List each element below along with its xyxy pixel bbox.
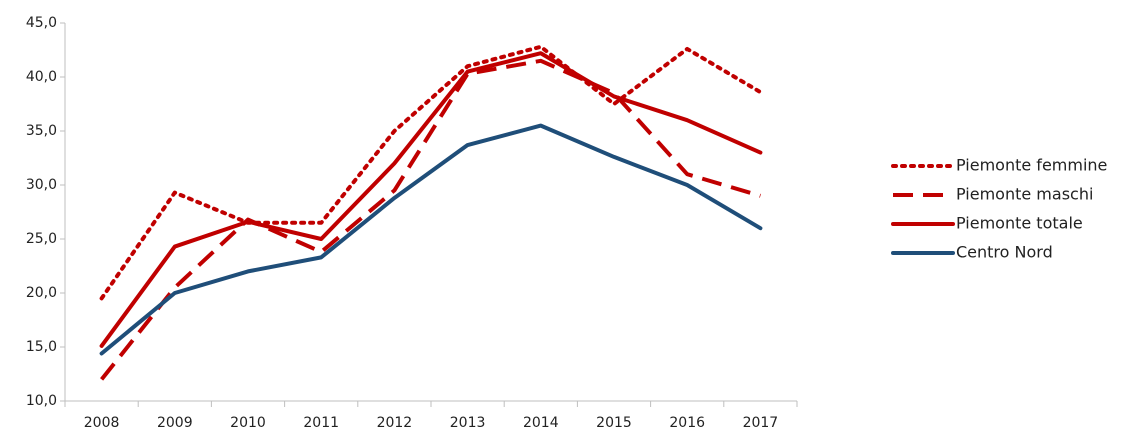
y-tick-label: 40,0 bbox=[26, 69, 57, 85]
y-tick-label: 15,0 bbox=[26, 339, 57, 355]
y-tick-label: 45,0 bbox=[26, 15, 57, 31]
series-line bbox=[99, 44, 763, 301]
x-tick-label: 2014 bbox=[523, 415, 559, 431]
y-tick-label: 20,0 bbox=[26, 285, 57, 301]
series-line bbox=[100, 58, 761, 381]
x-tick-label: 2017 bbox=[743, 415, 779, 431]
x-tick-label: 2008 bbox=[84, 415, 120, 431]
legend-label: Centro Nord bbox=[956, 243, 1053, 262]
y-tick-label: 10,0 bbox=[26, 393, 57, 409]
x-tick-label: 2016 bbox=[669, 415, 705, 431]
x-tick-label: 2010 bbox=[230, 415, 266, 431]
y-tick-label: 30,0 bbox=[26, 177, 57, 193]
legend-label: Piemonte totale bbox=[956, 214, 1083, 233]
legend: Piemonte femmine Piemonte maschi Piemonte … bbox=[891, 156, 1107, 262]
x-tick-label: 2012 bbox=[377, 415, 413, 431]
x-tick-label: 2015 bbox=[596, 415, 632, 431]
y-tick-label: 25,0 bbox=[26, 231, 57, 247]
legend-label: Piemonte maschi bbox=[956, 185, 1093, 204]
series-line bbox=[99, 123, 763, 356]
x-tick-label: 2009 bbox=[157, 415, 193, 431]
x-tick-label: 2013 bbox=[450, 415, 486, 431]
y-tick-label: 35,0 bbox=[26, 123, 57, 139]
x-tick-label: 2011 bbox=[303, 415, 339, 431]
legend-label: Piemonte femmine bbox=[956, 156, 1107, 175]
series-line bbox=[99, 51, 763, 348]
